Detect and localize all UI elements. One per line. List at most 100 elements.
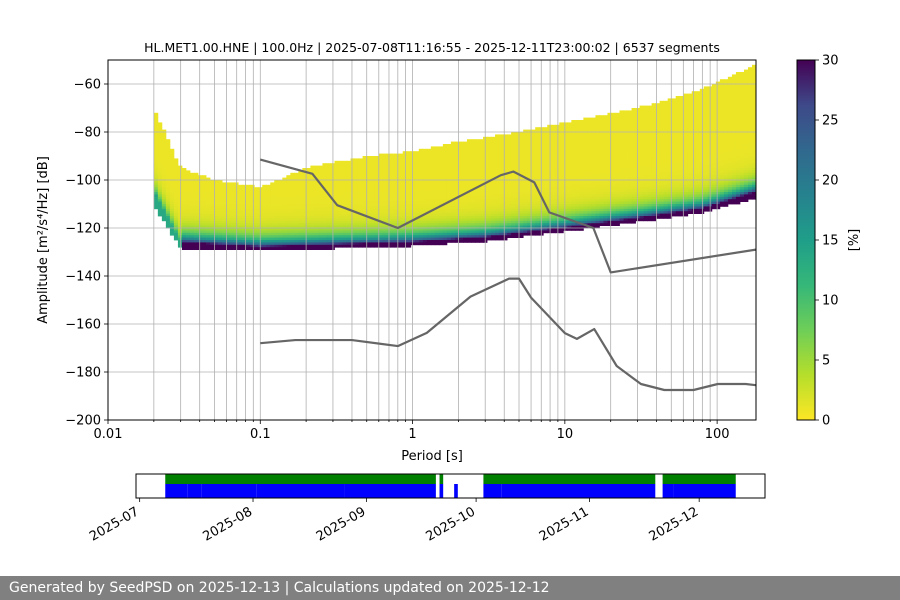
density-cell	[491, 220, 496, 224]
density-cell	[615, 134, 620, 138]
density-cell	[290, 247, 295, 250]
density-cell	[491, 141, 496, 145]
density-cell	[165, 146, 171, 150]
density-cell	[659, 120, 665, 123]
density-cell	[551, 211, 556, 214]
density-cell	[306, 211, 311, 214]
density-cell	[595, 117, 600, 121]
density-cell	[334, 160, 339, 164]
density-cell	[161, 175, 167, 178]
density-cell	[615, 117, 620, 121]
density-cell	[278, 235, 283, 238]
density-cell	[222, 206, 227, 210]
density-cell	[346, 213, 351, 217]
density-cell	[631, 204, 636, 207]
density-cell	[487, 165, 492, 169]
density-cell	[153, 139, 159, 142]
density-cell	[394, 201, 400, 205]
density-cell	[571, 148, 576, 152]
density-cell	[173, 170, 179, 174]
density-cell	[374, 204, 380, 207]
density-cell	[414, 196, 420, 200]
density-cell	[402, 175, 408, 178]
density-cell	[185, 223, 191, 226]
density-cell	[226, 192, 231, 195]
density-cell	[579, 139, 584, 142]
density-cell	[591, 196, 596, 200]
density-cell	[226, 225, 231, 229]
density-cell	[438, 220, 444, 224]
density-cell	[169, 172, 175, 176]
density-cell	[322, 165, 327, 169]
density-cell	[374, 180, 380, 183]
density-cell	[238, 244, 243, 248]
density-cell	[181, 216, 187, 219]
density-cell	[366, 211, 372, 214]
density-cell	[346, 220, 351, 224]
density-cell	[177, 180, 183, 183]
density-cell	[547, 177, 552, 181]
density-cell	[181, 175, 187, 178]
density-cell	[491, 228, 496, 231]
density-cell	[619, 180, 624, 183]
density-cell	[402, 230, 408, 234]
density-cell	[663, 105, 669, 109]
density-cell	[378, 163, 384, 166]
density-cell	[587, 132, 592, 135]
density-cell	[354, 187, 359, 190]
density-cell	[326, 240, 331, 243]
density-cell	[663, 156, 669, 159]
density-cell	[519, 213, 524, 217]
density-cell	[519, 144, 524, 147]
density-cell	[218, 199, 223, 202]
density-cell	[430, 158, 436, 162]
density-cell	[189, 223, 195, 226]
density-cell	[511, 158, 516, 162]
density-cell	[374, 189, 380, 193]
density-cell	[374, 170, 380, 174]
density-cell	[161, 180, 167, 183]
density-cell	[334, 194, 339, 198]
density-cell	[607, 170, 612, 174]
density-cell	[458, 237, 464, 241]
density-cell	[466, 225, 472, 229]
density-cell	[394, 240, 400, 243]
density-cell	[591, 220, 596, 224]
density-cell	[418, 228, 424, 231]
density-cell	[575, 172, 580, 176]
density-cell	[206, 199, 211, 202]
density-cell	[254, 196, 259, 200]
density-cell	[442, 199, 448, 202]
density-cell	[603, 182, 608, 186]
density-cell	[222, 223, 227, 226]
density-cell	[487, 211, 492, 214]
density-cell	[161, 139, 167, 142]
density-cell	[595, 115, 600, 118]
density-cell	[511, 177, 516, 181]
density-cell	[161, 153, 167, 157]
density-cell	[302, 177, 307, 181]
density-cell	[487, 184, 492, 188]
density-cell	[238, 204, 243, 207]
density-cell	[462, 151, 468, 154]
density-cell	[262, 206, 267, 210]
density-cell	[631, 165, 636, 169]
density-cell	[350, 220, 355, 224]
density-cell	[579, 127, 584, 130]
density-cell	[374, 177, 380, 181]
density-cell	[334, 163, 339, 166]
density-cell	[198, 228, 203, 231]
density-cell	[474, 141, 480, 145]
density-cell	[507, 141, 512, 145]
density-cell	[643, 216, 649, 219]
density-cell	[402, 172, 408, 176]
density-cell	[667, 105, 673, 109]
density-cell	[651, 175, 657, 178]
density-cell	[647, 153, 653, 157]
density-cell	[595, 187, 600, 190]
density-cell	[214, 213, 219, 217]
density-cell	[438, 189, 444, 193]
density-cell	[434, 160, 440, 164]
density-cell	[394, 244, 400, 248]
density-cell	[567, 132, 572, 135]
